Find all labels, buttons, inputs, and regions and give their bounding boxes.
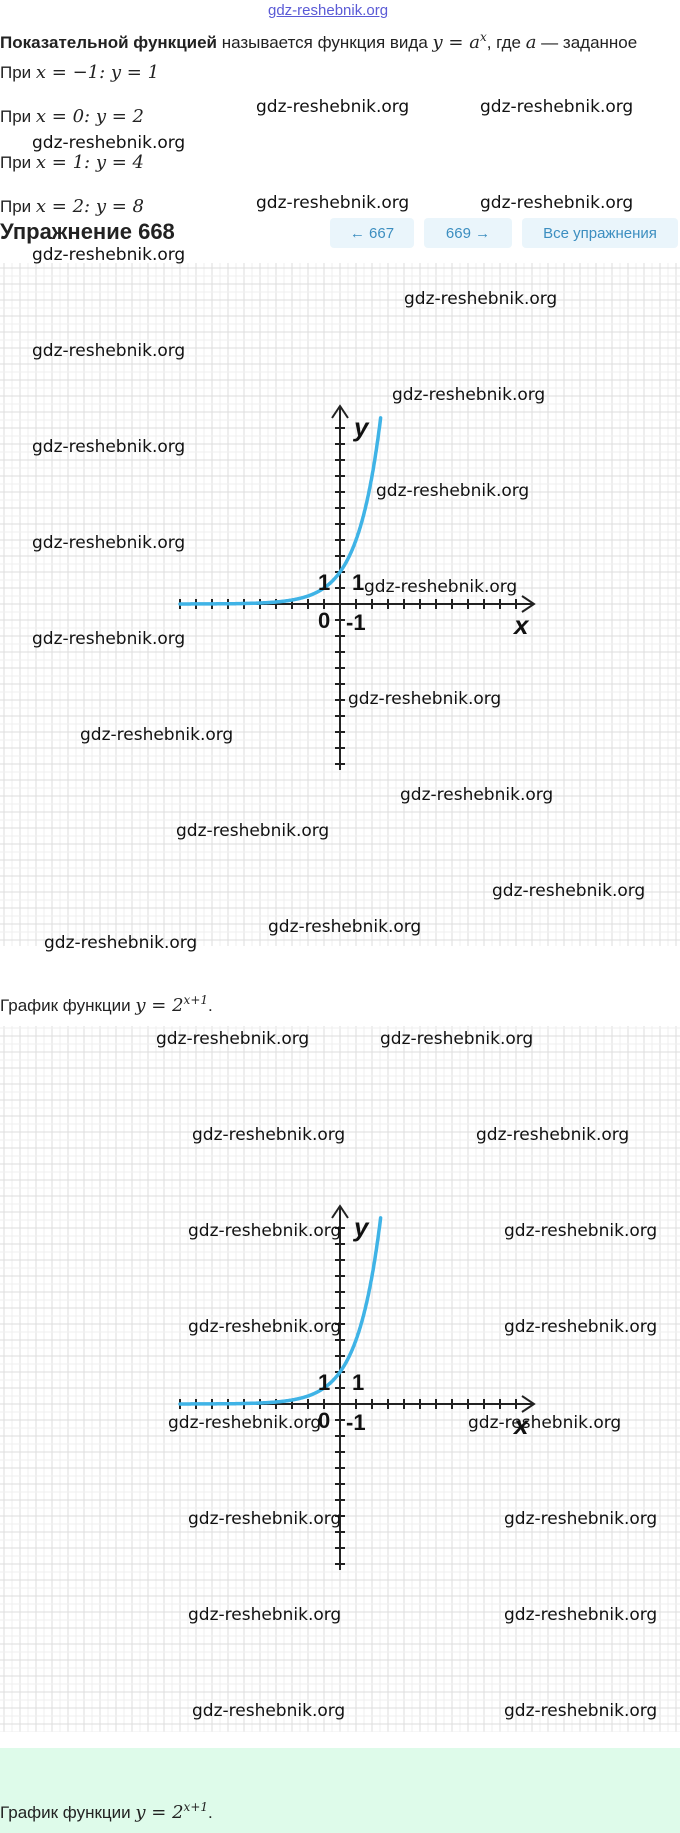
graph-caption: График функции y = 2x+1. — [0, 993, 213, 1016]
y-axis-arrow — [331, 404, 349, 419]
watermark: gdz-reshebnik.org — [176, 821, 330, 841]
watermark: gdz-reshebnik.org — [256, 193, 410, 213]
site-link[interactable]: gdz-reshebnik.org — [268, 2, 389, 19]
definition-text: называется функция вида — [217, 33, 433, 52]
origin-label: 0 — [318, 608, 330, 633]
graph-2: 0 1 1 -1 x y — [0, 1026, 680, 1732]
watermark: gdz-reshebnik.org — [32, 133, 186, 153]
watermark: gdz-reshebnik.org — [192, 1125, 346, 1145]
next-exercise-button[interactable]: 669 → — [424, 218, 512, 248]
function-curve — [178, 416, 383, 606]
all-exercises-button[interactable]: Все упражнения — [522, 218, 678, 248]
value-line-1: При x = −1: y = 1 — [0, 62, 160, 83]
definition-line: Показательной функцией называется функци… — [0, 30, 637, 53]
watermark: gdz-reshebnik.org — [188, 1605, 342, 1625]
graph-1-svg: 01 1-1 xy — [0, 263, 680, 946]
x-one-label: 1 — [352, 570, 364, 595]
answer-band — [0, 1748, 680, 1833]
watermark: gdz-reshebnik.org — [476, 1125, 630, 1145]
y-axis-arrow — [331, 1204, 349, 1219]
definition-variable: a — [525, 32, 537, 53]
graph-1: 0 1 1 -1 x y — [0, 263, 680, 946]
watermark: gdz-reshebnik.org — [392, 385, 546, 405]
watermark: gdz-reshebnik.org — [168, 1413, 322, 1433]
origin-label: 0 — [318, 1408, 330, 1433]
watermark: gdz-reshebnik.org — [404, 289, 558, 309]
watermark: gdz-reshebnik.org — [256, 97, 410, 117]
watermark: gdz-reshebnik.org — [188, 1317, 342, 1337]
watermark: gdz-reshebnik.org — [504, 1509, 658, 1529]
watermark: gdz-reshebnik.org — [32, 245, 186, 265]
y-one-label: 1 — [318, 1370, 330, 1395]
definition-text-3: — заданное — [536, 33, 638, 52]
watermark: gdz-reshebnik.org — [80, 725, 234, 745]
watermark: gdz-reshebnik.org — [492, 881, 646, 901]
definition-term: Показательной функцией — [0, 33, 217, 52]
y-axis-label: y — [352, 412, 370, 442]
watermark: gdz-reshebnik.org — [32, 629, 186, 649]
answer-caption: График функции y = 2x+1. — [0, 1800, 213, 1823]
watermark: gdz-reshebnik.org — [364, 577, 518, 597]
watermark: gdz-reshebnik.org — [480, 97, 634, 117]
x-axis-arrow — [521, 595, 536, 613]
x-minus-one-label: -1 — [346, 1410, 366, 1435]
x-minus-one-label: -1 — [346, 610, 366, 635]
value-line-4: При x = 2: y = 8 — [0, 196, 144, 217]
x-axis-label: x — [512, 610, 530, 640]
prev-exercise-button[interactable]: ← 667 — [330, 218, 414, 248]
watermark: gdz-reshebnik.org — [376, 481, 530, 501]
watermark: gdz-reshebnik.org — [32, 341, 186, 361]
watermark: gdz-reshebnik.org — [400, 785, 554, 805]
watermark: gdz-reshebnik.org — [32, 533, 186, 553]
x-axis-label: x — [512, 1410, 530, 1440]
watermark: gdz-reshebnik.org — [504, 1605, 658, 1625]
watermark: gdz-reshebnik.org — [480, 193, 634, 213]
watermark: gdz-reshebnik.org — [348, 689, 502, 709]
definition-formula: y = ax — [432, 30, 487, 53]
watermark: gdz-reshebnik.org — [192, 1701, 346, 1721]
watermark: gdz-reshebnik.org — [156, 1029, 310, 1049]
watermark: gdz-reshebnik.org — [44, 933, 198, 953]
watermark: gdz-reshebnik.org — [504, 1221, 658, 1241]
x-axis-arrow — [521, 1395, 536, 1413]
graph-2-svg: 01 1-1 xy — [0, 1026, 680, 1732]
y-one-label: 1 — [318, 570, 330, 595]
watermark: gdz-reshebnik.org — [504, 1317, 658, 1337]
watermark: gdz-reshebnik.org — [268, 917, 422, 937]
watermark: gdz-reshebnik.org — [504, 1701, 658, 1721]
watermark: gdz-reshebnik.org — [32, 437, 186, 457]
watermark: gdz-reshebnik.org — [188, 1509, 342, 1529]
definition-text-2: , где — [486, 33, 526, 52]
exercise-title: Упражнение 668 — [0, 219, 175, 244]
value-line-3: При x = 1: y = 4 — [0, 152, 144, 173]
value-line-2: При x = 0: y = 2 — [0, 106, 144, 127]
watermark: gdz-reshebnik.org — [468, 1413, 622, 1433]
y-axis-label: y — [352, 1212, 370, 1242]
watermark: gdz-reshebnik.org — [380, 1029, 534, 1049]
function-curve — [178, 1216, 383, 1406]
x-one-label: 1 — [352, 1370, 364, 1395]
watermark: gdz-reshebnik.org — [188, 1221, 342, 1241]
